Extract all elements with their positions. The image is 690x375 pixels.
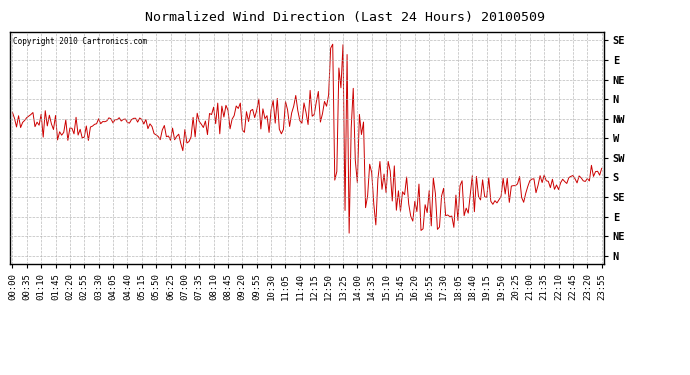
Text: Copyright 2010 Cartronics.com: Copyright 2010 Cartronics.com — [13, 36, 148, 45]
Text: Normalized Wind Direction (Last 24 Hours) 20100509: Normalized Wind Direction (Last 24 Hours… — [145, 11, 545, 24]
